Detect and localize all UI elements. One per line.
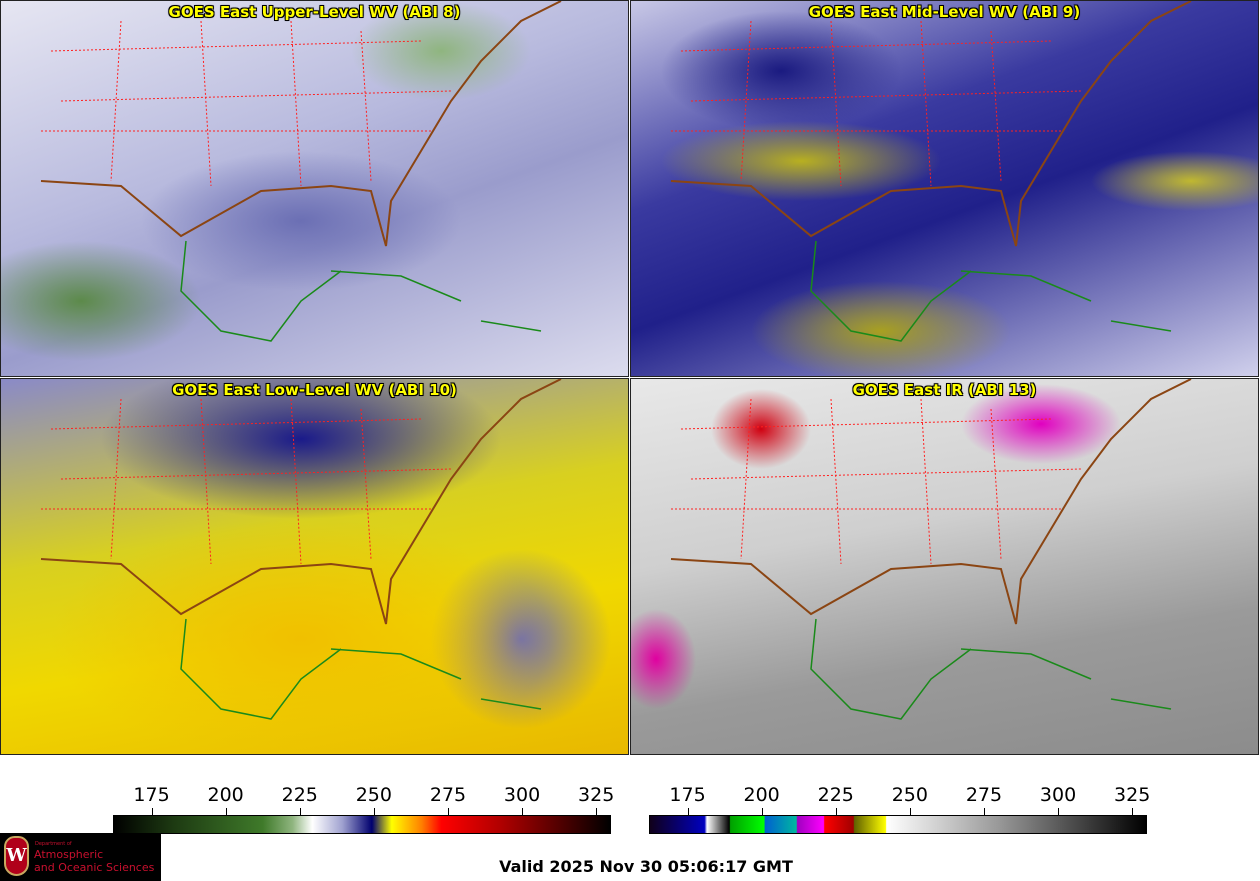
map-overlay xyxy=(40,379,562,720)
colorbar-tick xyxy=(983,808,985,815)
infrared-colorbar xyxy=(649,815,1147,834)
map-panel-low-level-wv: GOES East Low-Level WV (ABI 10) xyxy=(0,378,629,755)
colorbar-tick-label: 225 xyxy=(281,784,318,806)
colorbar-tick-label: 175 xyxy=(669,784,706,806)
map-overlay xyxy=(670,379,1192,720)
logo-line: and Oceanic Sciences xyxy=(34,861,155,874)
colorbar-tick xyxy=(1058,808,1060,815)
colorbar-tick-label: 225 xyxy=(817,784,854,806)
map-overlay xyxy=(670,1,1192,342)
coastline xyxy=(810,240,1172,342)
colorbar-tick xyxy=(596,808,598,815)
map-panel-ir: GOES East IR (ABI 13) xyxy=(630,378,1259,755)
colorbar-tick xyxy=(761,808,763,815)
colorbar-tick xyxy=(909,808,911,815)
coastline xyxy=(670,379,1192,625)
valid-time: Valid 2025 Nov 30 05:06:17 GMT xyxy=(499,857,793,876)
coastline xyxy=(40,1,562,247)
coastline xyxy=(180,240,542,342)
map-panel-upper-level-wv: GOES East Upper-Level WV (ABI 8) xyxy=(0,0,629,377)
colorbar-tick xyxy=(447,808,449,815)
water-vapor-colorbar xyxy=(113,815,611,834)
colorbar-tick-label: 200 xyxy=(207,784,244,806)
colorbar-tick-label: 325 xyxy=(578,784,615,806)
state-borders xyxy=(41,20,452,187)
colorbar-tick xyxy=(299,808,301,815)
colorbar-tick xyxy=(151,808,153,815)
logo-line: Atmospheric xyxy=(34,848,104,861)
colorbar-tick xyxy=(225,808,227,815)
colorbar-tick-label: 325 xyxy=(1114,784,1151,806)
coastline xyxy=(180,618,542,720)
aos-logo: W Department of Atmospheric and Oceanic … xyxy=(0,833,161,881)
colorbar-tick xyxy=(522,808,524,815)
colorbar-tick-label: 275 xyxy=(965,784,1003,806)
panel-title: GOES East IR (ABI 13) xyxy=(852,381,1037,399)
panel-title: GOES East Mid-Level WV (ABI 9) xyxy=(808,3,1081,21)
map-overlay xyxy=(40,1,562,342)
coastline xyxy=(670,1,1192,247)
coastline xyxy=(40,379,562,625)
colorbar-tick-label: 175 xyxy=(133,784,170,806)
panel-title: GOES East Low-Level WV (ABI 10) xyxy=(172,381,457,399)
colorbar-tick-label: 275 xyxy=(429,784,467,806)
colorbar-tick xyxy=(835,808,837,815)
colorbar-tick-label: 300 xyxy=(1039,784,1077,806)
logo-line: Department of xyxy=(35,841,72,847)
colorbar-tick-label: 200 xyxy=(743,784,780,806)
coastline xyxy=(810,618,1172,720)
colorbar-tick xyxy=(373,808,375,815)
uw-crest-icon: W xyxy=(4,836,29,876)
colorbar-tick-label: 250 xyxy=(891,784,928,806)
panel-title: GOES East Upper-Level WV (ABI 8) xyxy=(168,3,461,21)
state-borders xyxy=(41,398,452,565)
colorbar-tick xyxy=(1132,808,1134,815)
colorbar-tick xyxy=(687,808,689,815)
map-panel-mid-level-wv: GOES East Mid-Level WV (ABI 9) xyxy=(630,0,1259,377)
colorbar-tick-label: 250 xyxy=(355,784,392,806)
state-borders xyxy=(671,20,1082,187)
state-borders xyxy=(671,398,1082,565)
colorbar-tick-label: 300 xyxy=(503,784,541,806)
